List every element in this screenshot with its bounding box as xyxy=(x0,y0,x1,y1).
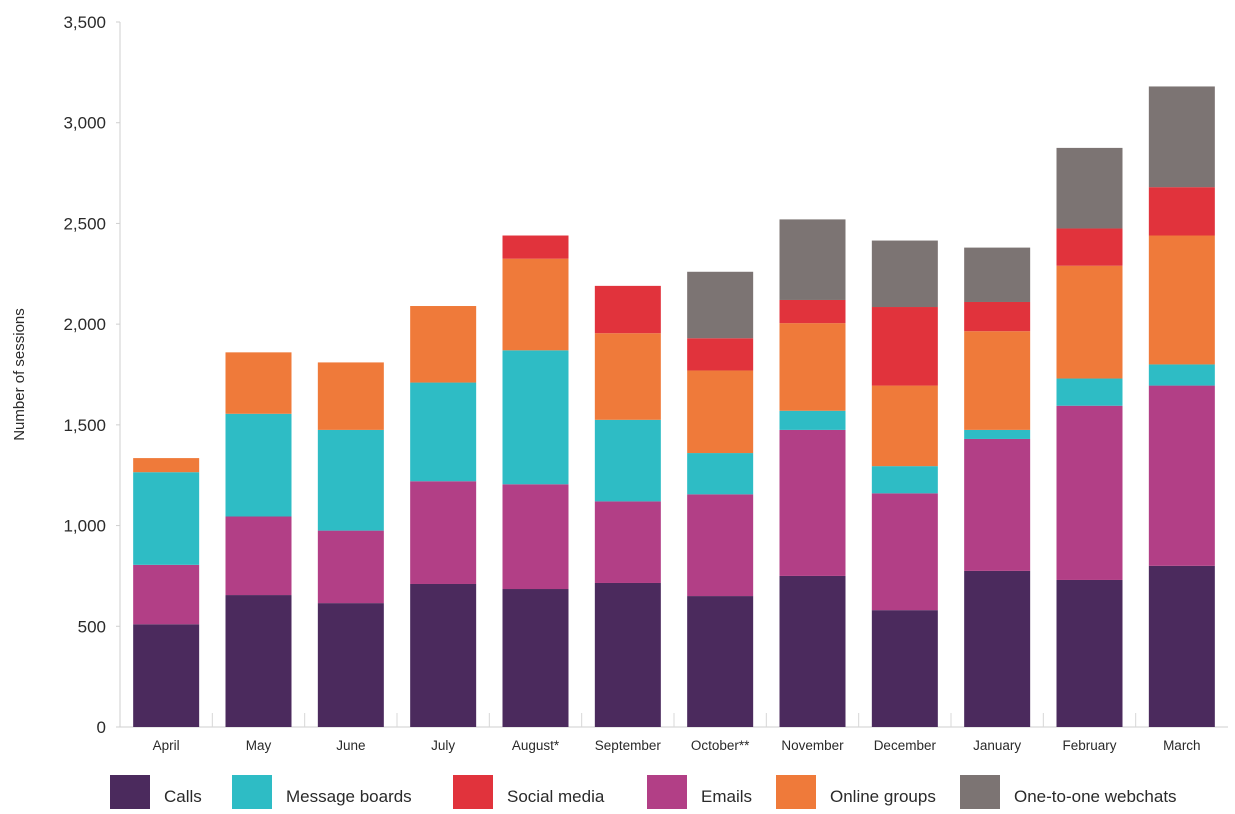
bar-segment-emails xyxy=(871,493,938,611)
bar-segment-message-boards xyxy=(594,419,661,502)
bar-segment-calls xyxy=(1148,565,1215,727)
bar-segment-message-boards xyxy=(133,472,200,565)
bar-segment-social-media xyxy=(1056,228,1123,266)
legend-swatch xyxy=(647,775,687,809)
bar-segment-online-groups xyxy=(502,258,569,351)
bar-segment-emails xyxy=(317,530,384,604)
bar-segment-calls xyxy=(779,575,846,727)
bar-segment-emails xyxy=(594,501,661,583)
legend-swatch xyxy=(776,775,816,809)
y-tick-label: 2,000 xyxy=(63,315,106,334)
bar-segment-social-media xyxy=(871,307,938,386)
bar-segment-message-boards xyxy=(1148,364,1215,386)
x-tick-label: June xyxy=(336,738,365,753)
legend-label: One-to-one webchats xyxy=(1014,787,1177,806)
bar-segment-social-media xyxy=(1148,187,1215,236)
y-tick-label: 3,000 xyxy=(63,114,106,133)
y-axis-label: Number of sessions xyxy=(11,308,28,441)
bar-segment-online-groups xyxy=(225,352,292,414)
bar-segment-calls xyxy=(594,582,661,727)
x-tick-label: February xyxy=(1062,738,1116,753)
bar-segment-message-boards xyxy=(1056,378,1123,406)
y-tick-label: 3,500 xyxy=(63,13,106,32)
bar-segment-calls xyxy=(1056,579,1123,727)
bar-segment-social-media xyxy=(687,338,754,371)
bar-segment-social-media xyxy=(594,285,661,334)
x-tick-label: April xyxy=(153,738,180,753)
bar-segment-one-to-one-webchats xyxy=(779,219,846,300)
y-tick-label: 1,000 xyxy=(63,517,106,536)
x-tick-label: July xyxy=(431,738,455,753)
bar-segment-calls xyxy=(317,603,384,727)
bar-segment-one-to-one-webchats xyxy=(1148,86,1215,188)
bar-segment-calls xyxy=(410,583,477,727)
x-tick-label: January xyxy=(973,738,1021,753)
x-tick-label: November xyxy=(781,738,844,753)
x-tick-label: March xyxy=(1163,738,1201,753)
y-tick-label: 0 xyxy=(97,718,106,737)
x-tick-label: May xyxy=(246,738,272,753)
bar-segment-calls xyxy=(871,610,938,727)
legend-label: Message boards xyxy=(286,787,412,806)
legend-swatch xyxy=(960,775,1000,809)
bar-segment-online-groups xyxy=(1148,235,1215,365)
bar-segment-calls xyxy=(964,570,1031,727)
bar-segment-message-boards xyxy=(225,413,292,517)
bar-segment-emails xyxy=(964,438,1031,571)
bar-segment-emails xyxy=(225,516,292,596)
bar-segment-message-boards xyxy=(871,466,938,494)
bar-segment-social-media xyxy=(502,235,569,259)
bar-segment-online-groups xyxy=(1056,265,1123,379)
bar-segment-online-groups xyxy=(779,323,846,411)
bar-segment-emails xyxy=(779,429,846,576)
bar-segment-social-media xyxy=(779,299,846,324)
x-tick-label: August* xyxy=(512,738,560,753)
bar-segment-calls xyxy=(502,589,569,727)
bar-segment-emails xyxy=(133,564,200,625)
bar-segment-one-to-one-webchats xyxy=(964,247,1031,302)
bar-segment-online-groups xyxy=(964,331,1031,430)
bar-segment-social-media xyxy=(964,301,1031,332)
bar-segment-message-boards xyxy=(410,382,477,482)
bar-segment-message-boards xyxy=(964,429,1031,439)
bar-segment-one-to-one-webchats xyxy=(1056,147,1123,229)
y-tick-label: 1,500 xyxy=(63,416,106,435)
bar-segment-calls xyxy=(225,595,292,727)
legend-label: Online groups xyxy=(830,787,936,806)
bar-segment-emails xyxy=(1056,405,1123,580)
x-tick-label: October** xyxy=(691,738,750,753)
bar-segment-emails xyxy=(687,494,754,597)
bar-segment-calls xyxy=(687,596,754,727)
bar-segment-one-to-one-webchats xyxy=(687,271,754,339)
legend-swatch xyxy=(453,775,493,809)
y-tick-label: 2,500 xyxy=(63,214,106,233)
legend-swatch xyxy=(232,775,272,809)
legend-swatch xyxy=(110,775,150,809)
bar-segment-message-boards xyxy=(687,453,754,495)
bar-segment-message-boards xyxy=(502,350,569,485)
y-tick-label: 500 xyxy=(78,617,106,636)
bar-segment-online-groups xyxy=(133,458,200,473)
legend-label: Calls xyxy=(164,787,202,806)
bar-segment-online-groups xyxy=(871,385,938,467)
bar-segment-message-boards xyxy=(317,429,384,531)
legend-label: Emails xyxy=(701,787,752,806)
bar-segment-online-groups xyxy=(594,333,661,420)
bar-segment-message-boards xyxy=(779,410,846,430)
bar-segment-online-groups xyxy=(687,370,754,454)
bar-segment-one-to-one-webchats xyxy=(871,240,938,308)
x-tick-label: December xyxy=(874,738,937,753)
bar-segment-online-groups xyxy=(317,362,384,430)
legend-label: Social media xyxy=(507,787,605,806)
bar-segment-emails xyxy=(1148,385,1215,566)
bar-segment-emails xyxy=(410,481,477,584)
bar-segment-online-groups xyxy=(410,306,477,383)
bar-segment-calls xyxy=(133,624,200,727)
x-tick-label: September xyxy=(595,738,662,753)
bar-segment-emails xyxy=(502,484,569,590)
